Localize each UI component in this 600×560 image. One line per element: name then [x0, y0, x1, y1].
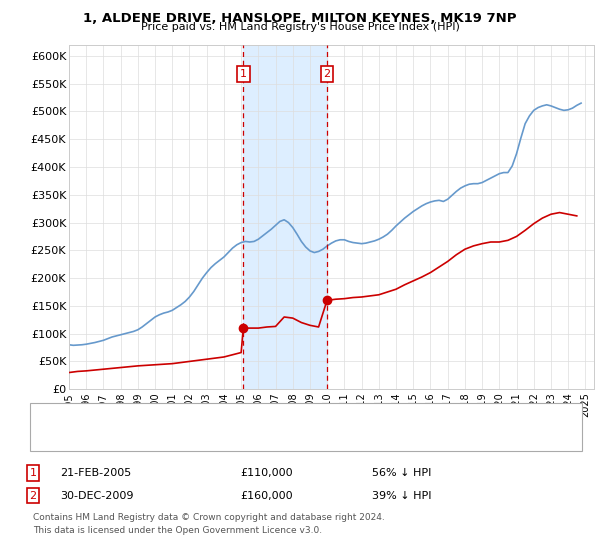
- Text: Contains HM Land Registry data © Crown copyright and database right 2024.: Contains HM Land Registry data © Crown c…: [33, 513, 385, 522]
- Text: £110,000: £110,000: [240, 468, 293, 478]
- Text: ─────: ─────: [42, 408, 76, 418]
- Text: 1, ALDENE DRIVE, HANSLOPE, MILTON KEYNES, MK19 7NP (detached house): 1, ALDENE DRIVE, HANSLOPE, MILTON KEYNES…: [102, 408, 497, 418]
- Bar: [244, 45, 327, 389]
- Text: 39% ↓ HPI: 39% ↓ HPI: [372, 491, 431, 501]
- Text: ─────: ─────: [42, 432, 76, 442]
- Text: This data is licensed under the Open Government Licence v3.0.: This data is licensed under the Open Gov…: [33, 526, 322, 535]
- Text: 1, ALDENE DRIVE, HANSLOPE, MILTON KEYNES, MK19 7NP: 1, ALDENE DRIVE, HANSLOPE, MILTON KEYNES…: [83, 12, 517, 25]
- Text: 30-DEC-2009: 30-DEC-2009: [60, 491, 133, 501]
- Text: HPI: Average price, detached house, Milton Keynes: HPI: Average price, detached house, Milt…: [102, 432, 367, 442]
- Text: 2: 2: [29, 491, 37, 501]
- Text: 1: 1: [240, 69, 247, 79]
- Text: 56% ↓ HPI: 56% ↓ HPI: [372, 468, 431, 478]
- Text: Price paid vs. HM Land Registry's House Price Index (HPI): Price paid vs. HM Land Registry's House …: [140, 22, 460, 32]
- Text: 2: 2: [323, 69, 331, 79]
- Text: £160,000: £160,000: [240, 491, 293, 501]
- Text: 1: 1: [29, 468, 37, 478]
- Text: 21-FEB-2005: 21-FEB-2005: [60, 468, 131, 478]
